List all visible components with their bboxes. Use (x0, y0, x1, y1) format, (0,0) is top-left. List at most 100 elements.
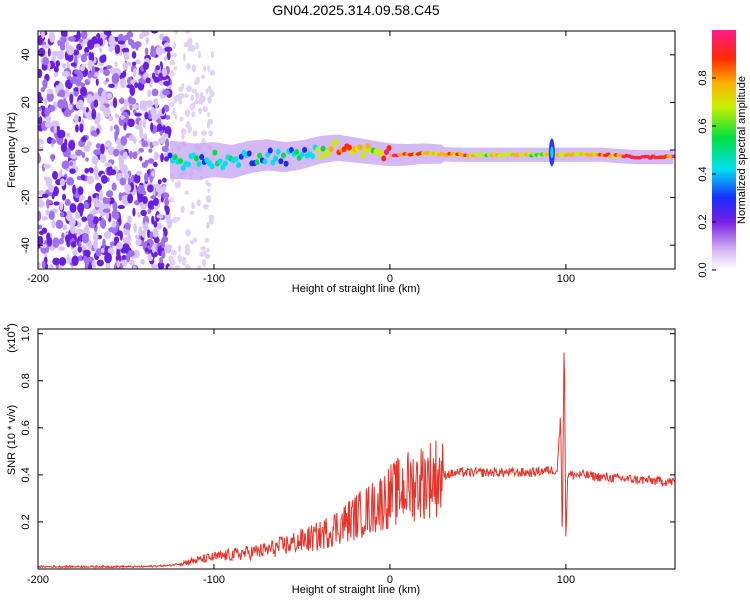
spectrogram-noise-cell (117, 40, 125, 45)
chart-title: GN04.2025.314.09.58.C45 (272, 2, 440, 18)
spectrogram-noise-cell (75, 149, 83, 156)
spectrogram-noise-cell (197, 265, 202, 269)
spectrogram-noise-cell (144, 47, 149, 56)
spectrogram-noise-cell (100, 175, 108, 184)
spectrogram-noise-cell (88, 51, 93, 62)
spectrogram-noise-cell (168, 101, 175, 108)
spectrogram-noise-cell (46, 236, 53, 247)
spectrogram-noise-cell (84, 46, 90, 54)
y-tick-label: -40 (20, 237, 32, 253)
spectrogram-ridge-cell (283, 160, 289, 167)
spectrogram-noise-cell (151, 215, 155, 225)
spectrogram-noise-cell (76, 175, 82, 181)
spectrogram-noise-cell (200, 246, 206, 251)
spectrogram-noise-cell (118, 50, 123, 57)
spectrogram-noise-cell (162, 89, 171, 96)
spectrogram-noise-cell (69, 153, 78, 160)
spectrogram-noise-cell (77, 202, 85, 214)
snr-x-label: Height of straight line (km) (292, 584, 420, 596)
spectrogram-noise-cell (91, 108, 97, 120)
spectrogram-noise-cell (93, 149, 101, 156)
spectrogram-ridge-cell (196, 161, 202, 168)
spectrogram-noise-cell (78, 38, 83, 43)
spectrogram-noise-cell (160, 75, 168, 80)
spectrogram-noise-cell (139, 156, 143, 162)
spectrogram-ridge-cell (302, 146, 308, 153)
spectrogram-noise-cell (127, 215, 132, 224)
spectrogram-noise-cell (97, 96, 103, 102)
spectrogram-noise-cell (178, 100, 183, 105)
spectrogram-noise-cell (159, 256, 164, 264)
spectrogram-noise-cell (58, 257, 67, 266)
spectrogram-noise-cell (77, 186, 84, 196)
spectrogram-ridge-cell (246, 150, 252, 157)
spectrogram-noise-cell (76, 43, 83, 51)
spectrogram-noise-cell (112, 148, 120, 157)
spectrogram-noise-cell (48, 104, 56, 112)
spectrogram-noise-cell (184, 190, 189, 195)
spectrogram-noise-cell (51, 138, 57, 144)
spectrogram-noise-cell (61, 63, 67, 69)
spectrogram-spike-core (550, 146, 554, 159)
spectrogram-noise-cell (198, 107, 202, 115)
spectrogram-noise-cell (151, 113, 159, 121)
spectrogram-noise-cell (38, 111, 41, 118)
spectrogram-noise-cell (41, 216, 48, 221)
spectrogram-y-ticks: -40 -20 0 20 40 (20, 49, 675, 253)
spectrogram-noise-cell (64, 199, 71, 206)
spectrogram-noise-cell (62, 98, 67, 109)
spectrogram-noise-cell (108, 227, 116, 233)
spectrogram-noise-cell (191, 101, 196, 109)
spectrogram-noise-cell (122, 61, 129, 71)
spectrogram-noise-cell (132, 207, 136, 217)
spectrogram-noise-cell (70, 241, 77, 248)
spectrogram-noise-cell (72, 49, 80, 56)
spectrogram-noise-cell (193, 80, 198, 85)
spectrogram-noise-cell (141, 141, 149, 148)
spectrogram-noise-cell (65, 40, 70, 52)
spectrogram-noise-cell (190, 94, 195, 102)
spectrogram-noise-cell (147, 158, 155, 164)
spectrogram-noise-cell (153, 154, 162, 159)
spectrogram-noise-cell (118, 97, 125, 104)
spectrogram-noise-cell (162, 185, 166, 194)
spectrogram-noise-cell (75, 124, 79, 133)
spectrogram-noise-cell (160, 135, 166, 143)
spectrogram-noise-cell (43, 163, 52, 169)
spectrogram-noise-cell (38, 115, 43, 125)
spectrogram-noise-cell (157, 179, 162, 185)
spectrogram-noise-cell (44, 107, 51, 117)
spectrogram-noise-cell (114, 44, 121, 55)
spectrogram-noise-cell (59, 178, 66, 187)
spectrogram-noise-cell (147, 208, 152, 214)
spectrogram-noise-cell (183, 93, 189, 99)
spectrogram-noise-cell (161, 145, 169, 152)
spectrogram-noise-cell (156, 222, 163, 230)
spectrogram-noise-cell (46, 199, 53, 205)
spectrogram-noise-cell (69, 93, 74, 104)
spectrogram-ridge-cell (278, 158, 284, 165)
spectrogram-noise-cell (60, 31, 68, 38)
spectrogram-noise-cell (132, 104, 140, 109)
spectrogram-noise-cell (156, 214, 164, 219)
spectrogram-noise-cell (68, 140, 76, 151)
spectrogram-noise-cell (169, 69, 175, 77)
spectrogram-noise-cell (164, 156, 169, 162)
spectrogram-noise-cell (100, 217, 105, 226)
spectrogram-ridge-cell (236, 162, 242, 169)
spectrogram-noise-cell (133, 67, 137, 78)
spectrogram-ridge-cell (217, 158, 223, 165)
spectrogram-noise-cell (99, 47, 103, 53)
spectrogram-noise-cell (164, 198, 170, 207)
spectrogram-noise-cell (150, 195, 157, 200)
spectrogram-noise-cell (42, 78, 48, 90)
spectrogram-noise-cell (91, 198, 99, 203)
spectrogram-noise-cell (153, 161, 158, 168)
spectrogram-noise-cell (118, 192, 123, 201)
spectrogram-ridge-cell (233, 156, 239, 163)
spectrogram-noise-cell (191, 110, 196, 118)
y-tick-label: 0.2 (20, 514, 32, 529)
spectrogram-noise-cell (121, 47, 130, 53)
spectrogram-noise-cell (69, 203, 77, 213)
spectrogram-noise-cell (93, 43, 101, 48)
